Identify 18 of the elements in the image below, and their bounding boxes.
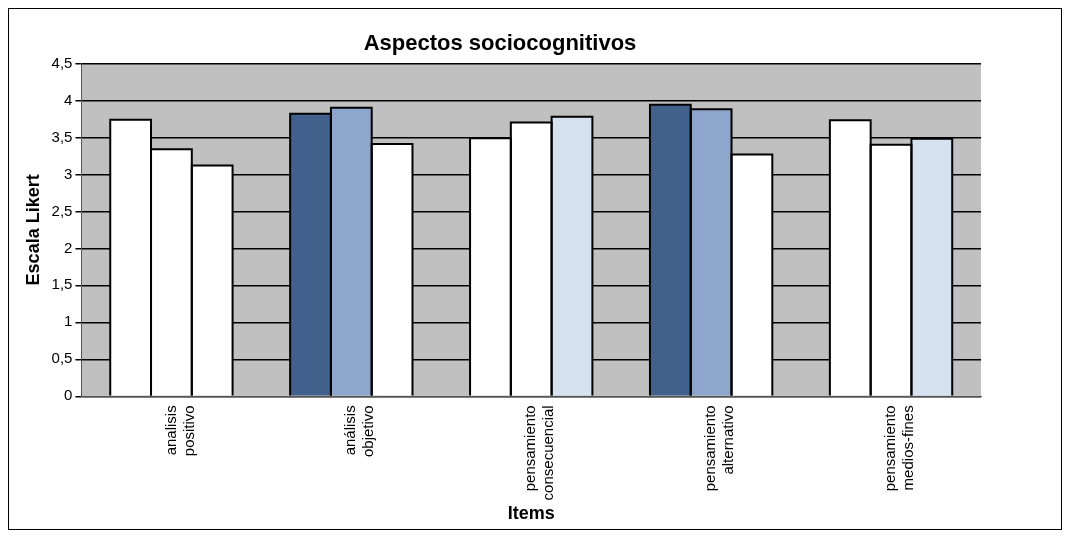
x-tick-label: pensamiento alternativo: [701, 405, 737, 492]
y-tick-label: 1,5: [51, 275, 73, 293]
y-tick-label: 0: [64, 386, 73, 404]
y-tick-label: 1: [64, 312, 73, 330]
y-tick-label: 3,5: [51, 127, 73, 145]
y-tick-label: 2: [64, 238, 73, 256]
y-axis-title: Escala Likert: [22, 174, 43, 286]
x-tick-label: pensamiento consecuencial: [521, 405, 557, 501]
x-axis-title: Items: [507, 503, 555, 524]
y-tick-label: 4,5: [51, 53, 73, 71]
y-tick-label: 2,5: [51, 201, 73, 219]
y-tick-label: 3: [64, 164, 73, 182]
x-tick-label: análisis objetivo: [341, 405, 377, 458]
y-tick-label: 4: [64, 90, 73, 108]
x-tick-label: analisis positivo: [161, 405, 197, 457]
y-tick-label: 0,5: [51, 349, 73, 367]
chart-title: Aspectos sociocognitivos: [363, 30, 637, 56]
x-tick-label: pensamiento medios-fines: [881, 405, 917, 492]
